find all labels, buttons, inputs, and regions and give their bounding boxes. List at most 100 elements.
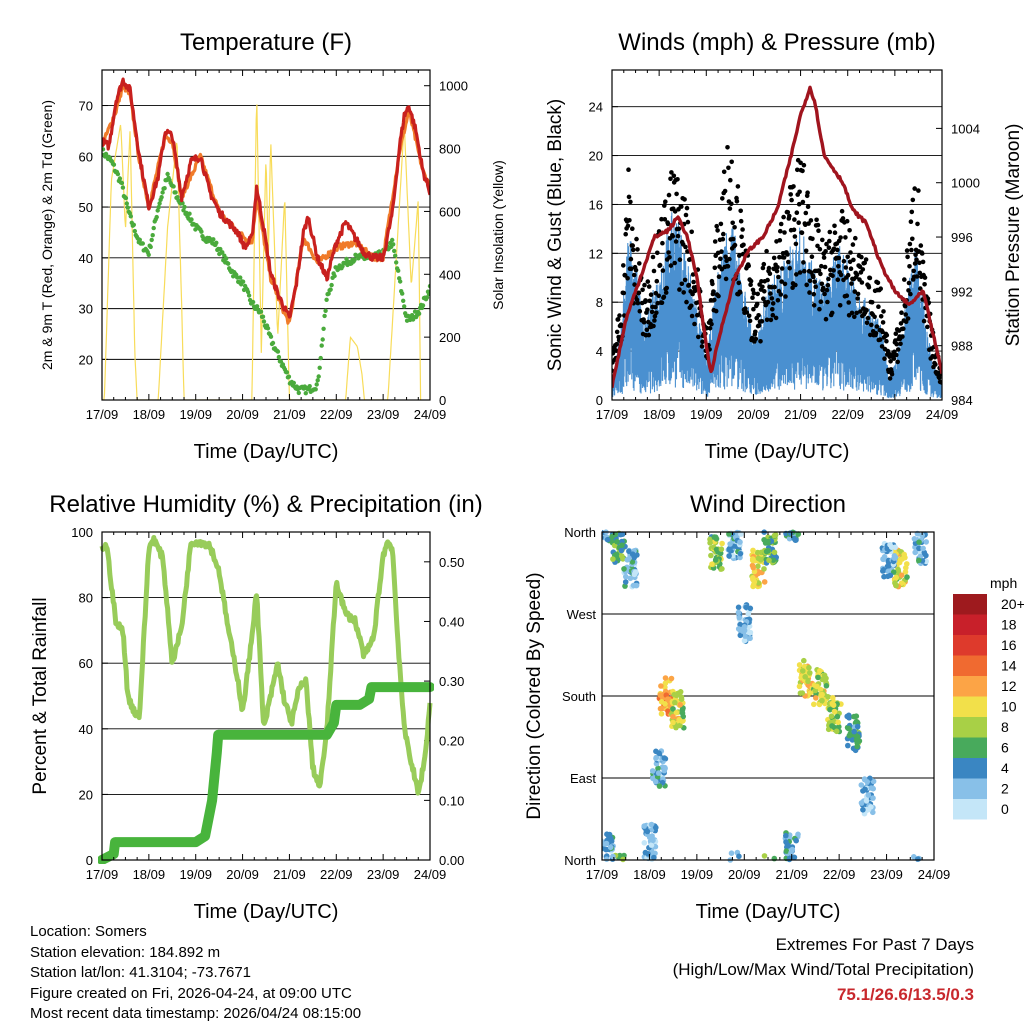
x-tick-label: 24/09 [926,407,959,422]
direction-cluster [811,667,830,708]
y-tick-label: East [570,771,596,786]
y-axis-label: Percent & Total Rainfall [30,597,51,794]
direction-cluster [641,821,659,862]
dewpoint-point [322,313,327,319]
y-tick-label: 12 [589,246,603,261]
dewpoint-point [276,354,282,360]
gust-point [872,314,877,320]
gust-point [854,310,859,316]
gust-point [846,300,851,305]
direction-cluster [782,529,802,863]
x-tick-label: 21/09 [784,407,817,422]
x-tick-label: 18/09 [643,407,676,422]
gust-point [894,341,899,347]
direction-point [921,549,928,556]
x-tick-label: 21/09 [273,867,306,882]
gust-point [730,220,735,226]
gust-point [853,235,858,241]
gust-point [714,223,719,229]
dewpoint-point [128,214,133,219]
gust-point [898,341,903,347]
dewpoint-point [240,279,246,284]
direction-cluster [891,547,910,590]
gust-point [708,318,713,323]
gust-point [912,261,918,266]
gust-point [818,299,824,305]
dewpoint-point [125,205,130,210]
direction-point [761,566,767,572]
gust-point [644,327,650,333]
gust-point [712,239,718,244]
gust-point [660,268,666,273]
direction-point [893,582,899,589]
direction-point [880,567,887,574]
direction-point [811,701,817,708]
gust-point [630,226,635,231]
gust-point [811,274,816,280]
direction-point [670,713,676,720]
gust-point [754,301,760,307]
y2-tick-label: 0.50 [439,555,464,570]
station-location: Location: Somers [30,923,147,940]
gust-point [806,221,811,226]
y-tick-label: 8 [596,295,603,310]
gust-point [805,204,811,209]
direction-point [813,695,819,701]
gust-point [732,225,737,230]
legend-swatch [953,696,987,717]
direction-point [750,547,756,554]
gust-point [689,229,694,235]
gust-point [633,267,639,273]
x-tick-label: 22/09 [823,867,856,882]
dewpoint-point [317,365,322,370]
direction-point [793,837,799,844]
gust-point [614,341,619,347]
gust-point [623,231,628,237]
dewpoint-point [162,186,167,191]
extremes-subtitle: (High/Low/Max Wind/Total Precipitation) [672,960,974,979]
direction-point [622,579,629,585]
gust-point [868,332,873,338]
gust-point [826,276,831,282]
gust-point [791,184,796,189]
dewpoint-point [275,349,281,354]
dewpoint-point [117,176,123,181]
y2-tick-label: 1004 [951,121,980,136]
dewpoint-point [181,208,186,213]
direction-cluster [911,530,929,862]
recent-timestamp: Most recent data timestamp: 2026/04/24 0… [30,1005,362,1022]
y2-tick-label: 1000 [951,176,980,191]
gust-point [799,230,805,236]
legend-swatch [953,717,987,738]
gust-point [615,317,621,322]
series-relative-humidity [99,535,433,796]
gust-point [794,210,800,215]
dewpoint-point [394,260,399,265]
direction-point [652,850,658,857]
direction-point [815,674,821,681]
direction-point [673,709,680,716]
dewpoint-point [173,190,178,195]
direction-point [651,854,657,861]
direction-point [603,856,610,862]
dewpoint-point [424,295,430,300]
gust-point [663,199,668,204]
dewpoint-point [146,252,151,257]
legend-swatch [953,614,987,635]
direction-point [783,839,789,845]
gust-point [679,204,684,209]
dewpoint-point [286,374,292,379]
gust-point [649,309,655,315]
direction-point [916,557,922,564]
gust-point [869,322,874,328]
direction-point [916,545,922,552]
gust-point [817,306,822,312]
gust-point [879,344,885,349]
direction-point [904,561,910,567]
direction-point [739,628,746,634]
direction-point [819,697,825,704]
gust-point [835,247,840,253]
chart-title: Winds (mph) & Pressure (mb) [618,29,935,56]
gust-point [917,260,922,266]
direction-point [862,786,868,793]
